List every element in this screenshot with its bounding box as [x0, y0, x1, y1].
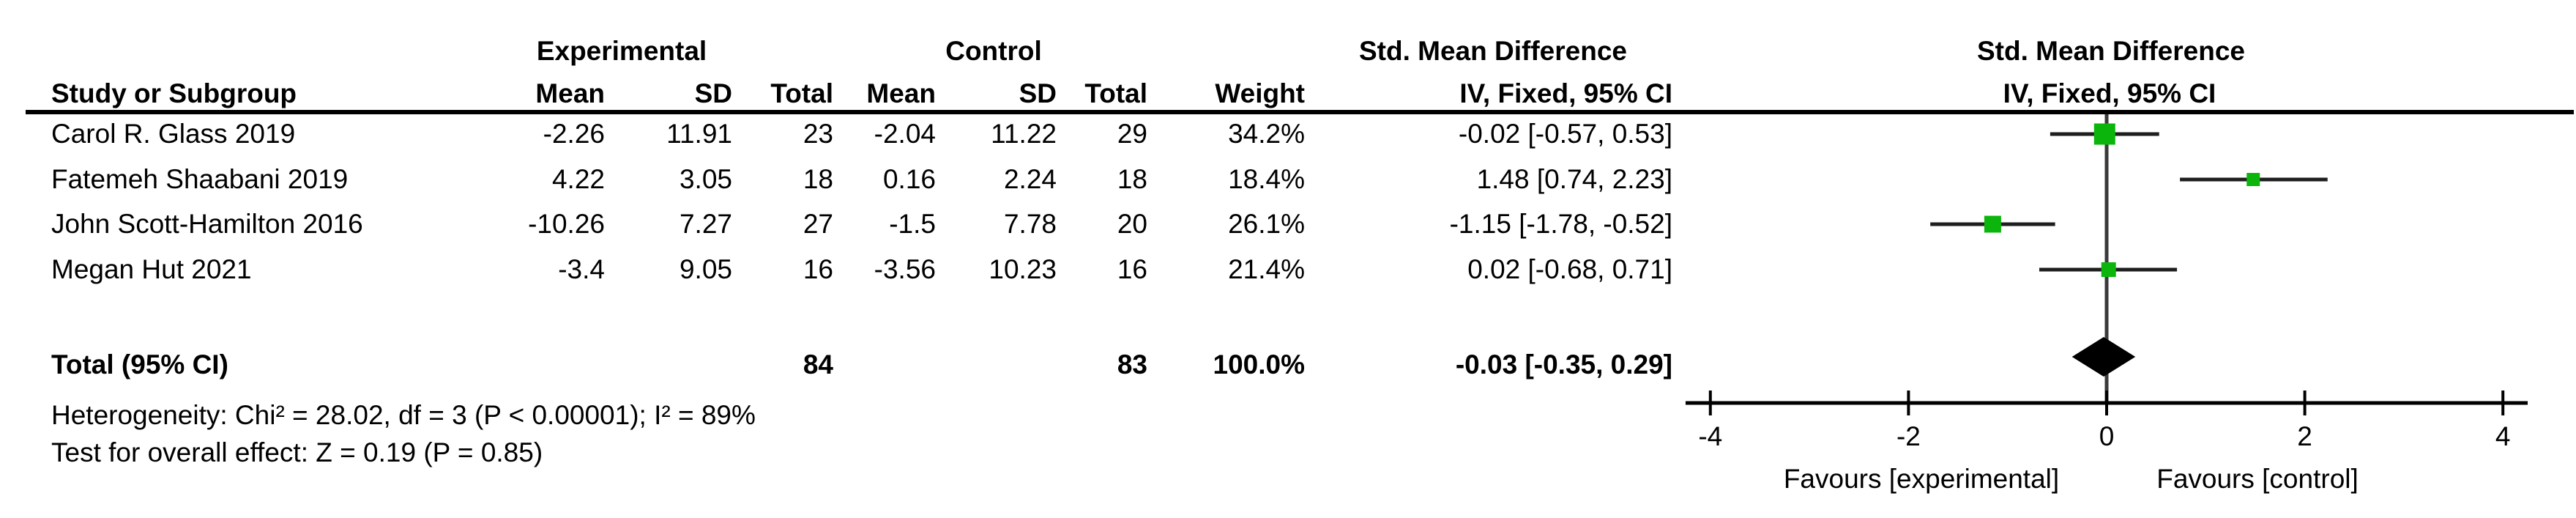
x-axis-tick-label: 2	[2297, 421, 2312, 451]
table-cell-ci: 0.02 [-0.68, 0.71]	[1467, 254, 1672, 284]
table-cell-mean_ctrl: -1.5	[889, 209, 936, 239]
table-cell-sd_ctrl: 2.24	[1003, 164, 1057, 194]
x-axis-tick-label: 0	[2099, 421, 2115, 451]
table-cell-weight: 21.4%	[1228, 254, 1305, 284]
table-cell-total_exp: 18	[803, 164, 833, 194]
table-cell-study: Megan Hut 2021	[51, 254, 252, 284]
x-axis-tick-label: -2	[1896, 421, 1921, 451]
table-cell-weight: 34.2%	[1228, 119, 1305, 149]
overall-effect-test: Test for overall effect: Z = 0.19 (P = 0…	[51, 437, 543, 467]
table-cell-sd_exp: 9.05	[679, 254, 732, 284]
table-cell-mean_ctrl: 0.16	[882, 164, 936, 194]
total-ci-value: -0.03 [-0.35, 0.29]	[1455, 349, 1672, 380]
table-cell-ci: -1.15 [-1.78, -0.52]	[1449, 209, 1672, 239]
table-cell-weight: 18.4%	[1228, 164, 1305, 194]
table-cell-weight: 26.1%	[1228, 209, 1305, 239]
col-header-study: Study or Subgroup	[51, 78, 297, 108]
table-cell-total_ctrl: 20	[1117, 209, 1147, 239]
table-cell-mean_ctrl: -3.56	[874, 254, 936, 284]
table-cell-mean_exp: -3.4	[558, 254, 605, 284]
table-cell-sd_exp: 3.05	[679, 164, 732, 194]
table-cell-sd_ctrl: 10.23	[989, 254, 1057, 284]
table-cell-total_exp: 16	[803, 254, 833, 284]
study-weight-square	[2101, 262, 2116, 277]
study-weight-square	[2093, 123, 2115, 145]
table-cell-study: Fatemeh Shaabani 2019	[51, 164, 349, 194]
header-rule	[26, 110, 2574, 114]
favours-right-label: Favours [control]	[2156, 464, 2359, 494]
total-row-label: Total (95% CI)	[51, 349, 228, 380]
col-header-mean-control: Mean	[866, 78, 936, 108]
table-cell-mean_exp: -2.26	[543, 119, 605, 149]
table-cell-ci: -0.02 [-0.57, 0.53]	[1458, 119, 1672, 149]
table-cell-total_exp: 23	[803, 119, 833, 149]
table-cell-sd_exp: 7.27	[679, 209, 732, 239]
col-header-sd-experimental: SD	[694, 78, 732, 108]
col-header-mean-experimental: Mean	[535, 78, 605, 108]
col-header-ci-text: IV, Fixed, 95% CI	[1459, 78, 1672, 108]
table-cell-mean_exp: -10.26	[528, 209, 605, 239]
study-weight-square	[1984, 215, 2001, 233]
study-weight-square	[2246, 173, 2260, 186]
total-control-n: 83	[1117, 349, 1147, 380]
table-cell-study: John Scott-Hamilton 2016	[51, 209, 363, 239]
x-axis-tick-label: 4	[2495, 421, 2511, 451]
group-header-control: Control	[945, 36, 1042, 66]
group-header-smd-text: Std. Mean Difference	[1359, 36, 1627, 66]
total-experimental-n: 84	[803, 349, 833, 380]
col-header-sd-control: SD	[1019, 78, 1057, 108]
table-cell-sd_exp: 11.91	[666, 119, 732, 149]
group-header-smd-plot: Std. Mean Difference	[1977, 36, 2245, 66]
col-header-weight: Weight	[1215, 78, 1305, 108]
favours-left-label: Favours [experimental]	[1784, 464, 2059, 494]
table-cell-ci: 1.48 [0.74, 2.23]	[1476, 164, 1672, 194]
x-axis-tick-label: -4	[1698, 421, 1722, 451]
table-cell-mean_ctrl: -2.04	[874, 119, 936, 149]
table-cell-sd_ctrl: 11.22	[991, 119, 1057, 149]
table-cell-sd_ctrl: 7.78	[1003, 209, 1057, 239]
table-cell-total_exp: 27	[803, 209, 833, 239]
total-weight: 100.0%	[1213, 349, 1306, 380]
table-cell-study: Carol R. Glass 2019	[51, 119, 296, 149]
table-cell-mean_exp: 4.22	[551, 164, 605, 194]
heterogeneity-stats: Heterogeneity: Chi² = 28.02, df = 3 (P <…	[51, 400, 756, 430]
summary-diamond	[2071, 337, 2136, 377]
col-header-total-experimental: Total	[770, 78, 833, 108]
table-cell-total_ctrl: 18	[1117, 164, 1147, 194]
table-cell-total_ctrl: 16	[1117, 254, 1147, 284]
col-header-ci-plot: IV, Fixed, 95% CI	[2003, 78, 2216, 108]
col-header-total-control: Total	[1084, 78, 1147, 108]
group-header-experimental: Experimental	[536, 36, 707, 66]
table-cell-total_ctrl: 29	[1117, 119, 1147, 149]
